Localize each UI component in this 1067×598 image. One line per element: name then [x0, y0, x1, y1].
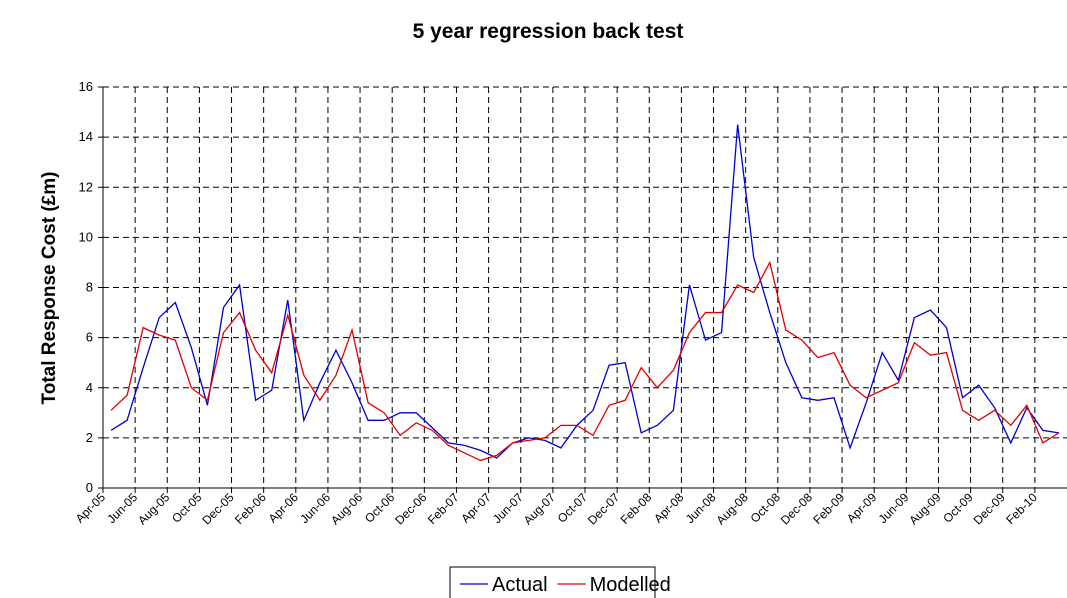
x-tick-label: Jun-09 — [876, 490, 912, 526]
legend: Actual Modelled — [449, 566, 671, 598]
x-tick-label: Aug-09 — [906, 490, 943, 527]
x-tick-label: Dec-08 — [778, 490, 815, 527]
legend-label: Modelled — [590, 574, 671, 596]
x-tick-label: Oct-07 — [555, 490, 591, 526]
y-tick-label: 10 — [79, 229, 93, 244]
x-tick-label: Apr-09 — [844, 490, 880, 526]
x-tick-label: Jun-08 — [683, 490, 719, 526]
y-tick-label: 4 — [86, 380, 93, 395]
chart-title: 5 year regression back test — [413, 20, 684, 43]
x-tick-label: Dec-07 — [585, 490, 622, 527]
x-tick-label: Oct-08 — [748, 490, 784, 526]
x-tick-label: Apr-05 — [73, 490, 109, 526]
x-tick-label: Apr-06 — [266, 490, 302, 526]
x-tick-label: Feb-10 — [1003, 490, 1040, 527]
x-tick-label: Oct-05 — [169, 490, 205, 526]
x-tick-label: Aug-06 — [328, 490, 365, 527]
series-line — [110, 124, 1060, 459]
y-tick-label: 8 — [86, 280, 93, 295]
x-tick-label: Dec-05 — [199, 490, 236, 527]
series-line — [110, 260, 1060, 462]
x-tick-label: Dec-06 — [392, 490, 429, 527]
y-tick-label: 12 — [79, 179, 93, 194]
x-tick-label: Aug-05 — [135, 490, 172, 527]
x-tick-label: Feb-09 — [810, 490, 847, 527]
x-tick-label: Feb-06 — [232, 490, 269, 527]
legend-label: Actual — [492, 574, 548, 596]
x-tick-label: Feb-07 — [425, 490, 462, 527]
y-axis-title: Total Response Cost (£m) — [39, 172, 60, 405]
x-tick-label: Jun-05 — [104, 490, 140, 526]
x-tick-label: Oct-09 — [940, 490, 976, 526]
x-tick-label: Jun-07 — [490, 490, 526, 526]
x-tick-label: Aug-08 — [714, 490, 751, 527]
x-tick-label: Jun-06 — [297, 490, 333, 526]
y-tick-label: 0 — [86, 480, 93, 495]
x-tick-label: Oct-06 — [362, 490, 398, 526]
y-tick-label: 6 — [86, 330, 93, 345]
x-tick-label: Dec-09 — [971, 490, 1008, 527]
y-tick-label: 2 — [86, 430, 93, 445]
y-tick-label: 16 — [79, 79, 93, 94]
x-tick-label: Apr-08 — [651, 490, 687, 526]
y-tick-label: 14 — [79, 129, 93, 144]
x-tick-label: Feb-08 — [618, 490, 655, 527]
x-tick-label: Aug-07 — [521, 490, 558, 527]
x-tick-label: Apr-07 — [458, 490, 494, 526]
legend-box — [449, 566, 656, 598]
